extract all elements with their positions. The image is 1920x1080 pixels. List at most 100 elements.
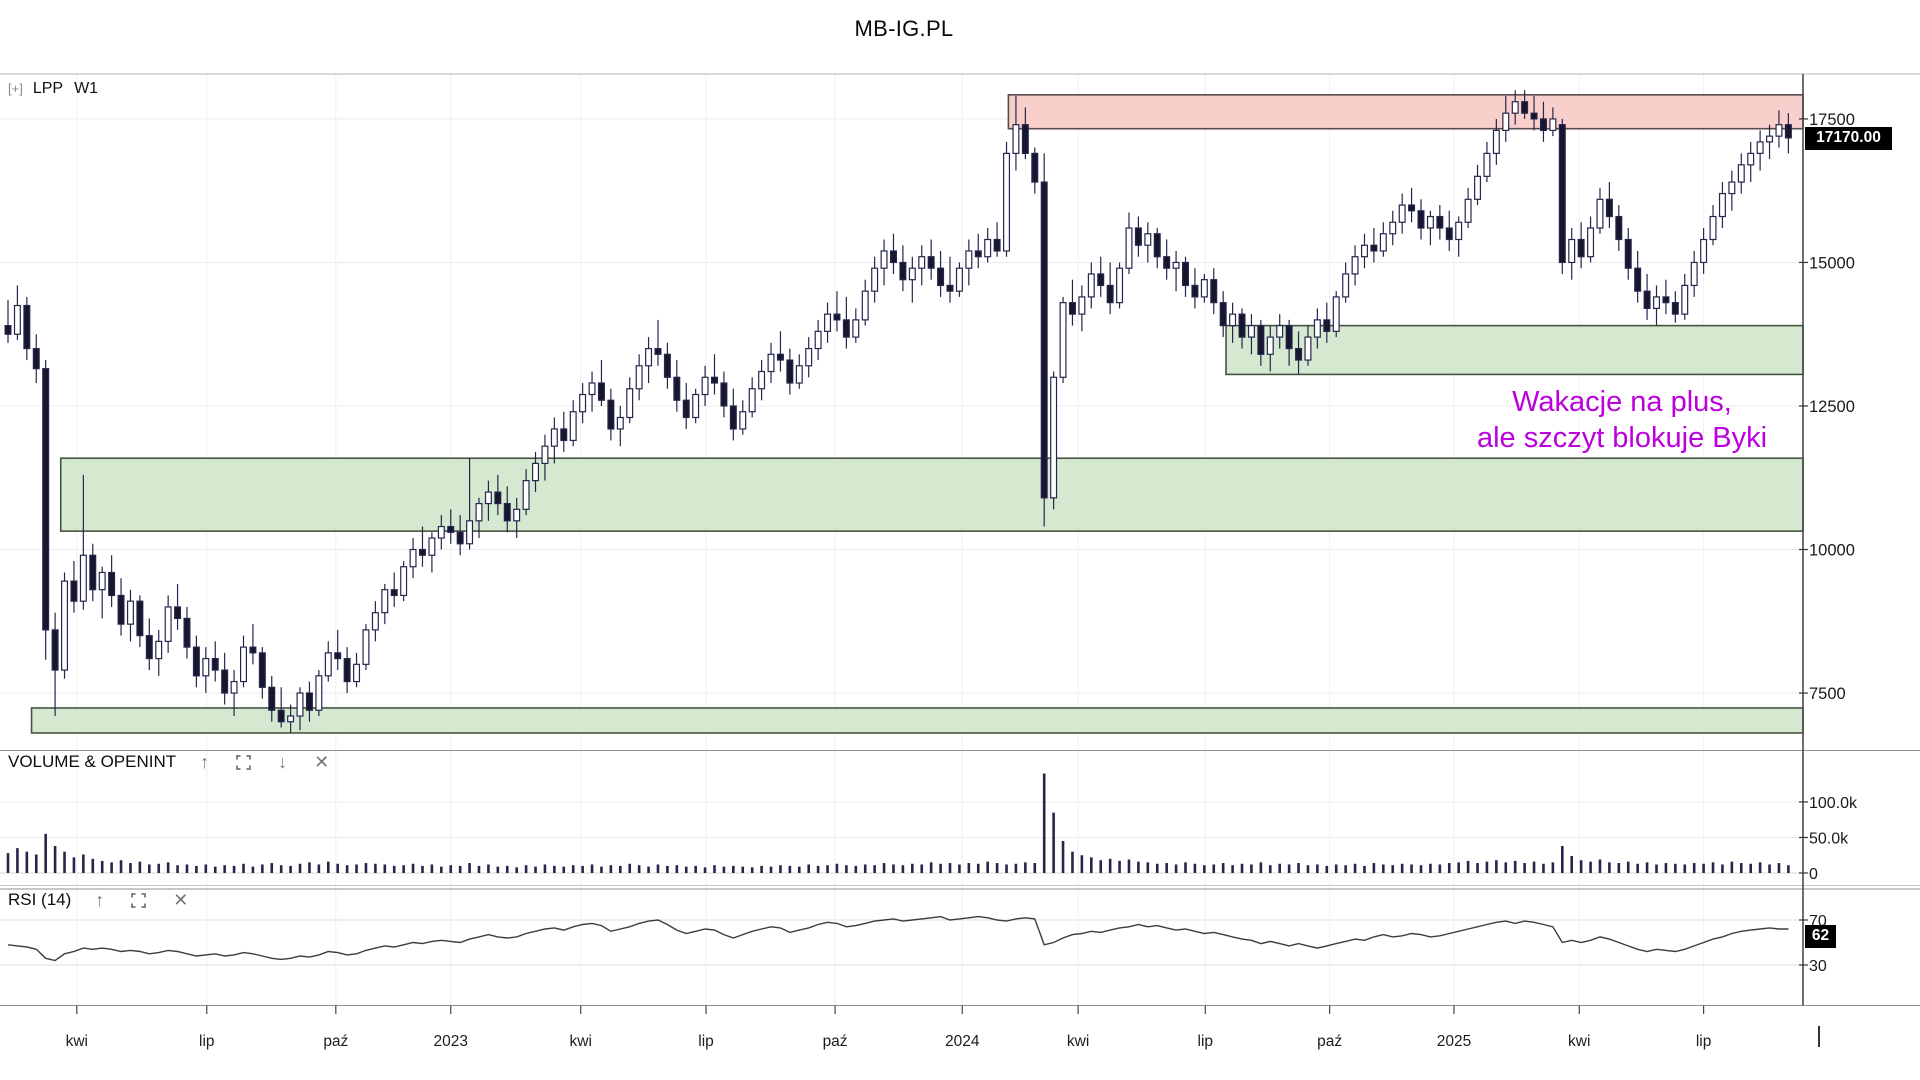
candle: [1210, 279, 1218, 304]
candle: [305, 692, 313, 711]
candle: [1539, 118, 1547, 132]
candle: [334, 652, 342, 660]
candle: [1511, 101, 1519, 114]
candle: [1587, 227, 1595, 258]
time-axis-label: lip: [1198, 1033, 1214, 1050]
candle: [1662, 296, 1670, 304]
candle: [1003, 152, 1011, 252]
candle: [908, 267, 916, 281]
candle: [1295, 347, 1303, 361]
symbol-label: LPP: [32, 80, 64, 97]
candle: [1605, 198, 1613, 218]
candle: [240, 646, 248, 683]
candle: [230, 680, 238, 694]
time-axis-label: 2025: [1437, 1033, 1471, 1050]
candle: [682, 399, 690, 419]
candle: [824, 313, 832, 332]
candle: [974, 250, 982, 258]
candle: [1474, 175, 1482, 200]
move-down-icon[interactable]: ↓: [278, 752, 288, 772]
candle: [1238, 313, 1246, 338]
candle: [532, 462, 540, 482]
annotation-line-2: ale szczyt blokuje Byki: [1476, 422, 1768, 454]
candle: [965, 250, 973, 269]
candle: [654, 347, 662, 355]
candle: [79, 554, 87, 602]
candle: [494, 491, 502, 505]
candle: [1266, 336, 1274, 355]
time-axis-label: lip: [199, 1033, 215, 1050]
candle: [616, 416, 624, 430]
candle: [1568, 238, 1576, 264]
candle: [889, 250, 897, 264]
candle: [1455, 221, 1463, 241]
rsi-panel-title: RSI (14): [8, 890, 72, 909]
candle: [1153, 233, 1161, 258]
candle: [400, 566, 408, 597]
close-icon[interactable]: ✕: [314, 752, 330, 772]
support-zone-mid: [59, 457, 1804, 532]
time-axis-label: kwi: [1067, 1033, 1089, 1050]
candle: [1181, 261, 1189, 287]
candle: [720, 382, 728, 407]
expand-icon[interactable]: [236, 754, 252, 770]
candle: [748, 388, 756, 413]
rsi-line: [7, 915, 1789, 962]
price-axis-label: 10000: [1809, 542, 1855, 560]
expand-icon[interactable]: [131, 892, 147, 908]
rsi-value-tag: 62: [1805, 925, 1836, 948]
close-icon[interactable]: ✕: [173, 890, 189, 910]
candle: [371, 612, 379, 631]
candle: [1652, 296, 1660, 309]
candle: [456, 531, 464, 545]
candle: [739, 411, 747, 430]
candle: [701, 376, 709, 396]
move-up-icon[interactable]: ↑: [200, 752, 210, 772]
candle: [795, 365, 803, 384]
candle: [1078, 296, 1086, 315]
candle: [946, 284, 954, 292]
candle: [117, 594, 125, 625]
candle: [710, 376, 718, 384]
candle: [202, 657, 210, 677]
candle: [418, 548, 426, 556]
candle: [1191, 284, 1199, 298]
candle: [1690, 261, 1698, 287]
candle: [466, 520, 474, 545]
candle: [1766, 135, 1774, 143]
last-price-tag: 17170.00: [1805, 127, 1892, 150]
candle: [607, 399, 615, 430]
volume-axis-label: 100.0k: [1809, 795, 1858, 812]
candle: [343, 657, 351, 683]
candle: [4, 325, 12, 335]
candle: [579, 393, 587, 413]
candle: [155, 640, 163, 660]
candle: [70, 580, 78, 602]
price-axis-label: 17500: [1809, 111, 1855, 129]
candle: [1737, 164, 1745, 183]
candle: [1116, 267, 1124, 304]
candle: [211, 657, 219, 671]
candle: [381, 589, 389, 614]
candle: [1370, 244, 1378, 252]
candle: [560, 428, 568, 442]
candle: [541, 445, 549, 464]
support-zone-upper: [1225, 324, 1804, 376]
candle: [126, 600, 134, 625]
collapse-icon[interactable]: [+]: [8, 81, 23, 96]
time-axis-label: kwi: [570, 1033, 592, 1050]
candle: [955, 267, 963, 292]
candle: [1068, 302, 1076, 315]
candle: [758, 370, 766, 390]
candle: [287, 715, 295, 723]
volume-panel-header: VOLUME & OPENINT ↑ ↓ ✕: [8, 752, 329, 772]
candle: [899, 261, 907, 281]
candle: [1426, 215, 1434, 229]
move-up-icon[interactable]: ↑: [95, 890, 105, 910]
candle: [786, 359, 794, 384]
rsi-panel-header: RSI (14) ↑ ✕: [8, 890, 188, 910]
candle: [51, 629, 59, 671]
candle: [1417, 210, 1425, 229]
candle: [673, 376, 681, 401]
